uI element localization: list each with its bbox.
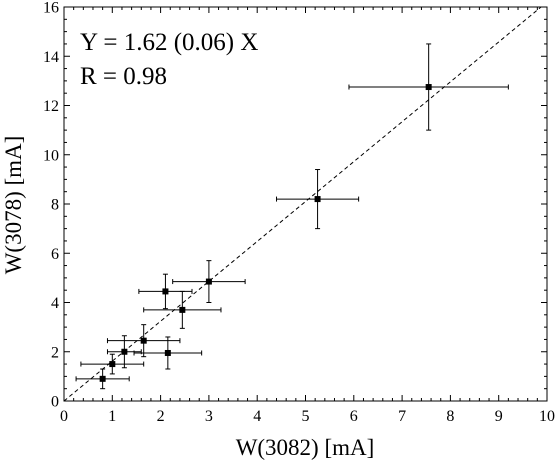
- x-tick-label: 0: [60, 408, 68, 425]
- data-point: [143, 290, 222, 329]
- x-tick-label: 4: [253, 408, 261, 425]
- x-tick-label: 7: [398, 408, 406, 425]
- y-tick-label: 14: [43, 49, 59, 66]
- point-marker: [205, 278, 212, 285]
- y-tick-label: 8: [51, 197, 59, 214]
- x-tick-label: 1: [108, 408, 116, 425]
- data-point: [348, 43, 509, 131]
- y-axis-title: W(3078) [mA]: [1, 136, 26, 275]
- data-point: [133, 336, 203, 370]
- correlation-annotation: R = 0.98: [80, 63, 167, 90]
- fit-line: [63, 6, 542, 402]
- point-marker: [164, 349, 171, 356]
- x-tick-label: 2: [157, 408, 165, 425]
- y-tick-label: 2: [51, 344, 59, 361]
- data-point: [172, 260, 246, 303]
- point-marker: [179, 306, 186, 313]
- y-tick-label: 6: [51, 246, 59, 263]
- y-tick-label: 12: [43, 98, 59, 115]
- x-tick-label: 6: [350, 408, 358, 425]
- point-marker: [314, 196, 321, 203]
- x-axis-title: W(3082) [mA]: [236, 435, 375, 460]
- y-tick-label: 4: [51, 295, 59, 312]
- fit-line-layer: [63, 6, 542, 402]
- x-tick-label: 5: [302, 408, 310, 425]
- fit-equation-annotation: Y = 1.62 (0.06) X: [80, 29, 258, 56]
- x-tick-label: 3: [205, 408, 213, 425]
- x-tick-label: 10: [539, 408, 555, 425]
- x-tick-label: 8: [446, 408, 454, 425]
- data-point: [106, 335, 142, 369]
- data-point: [80, 353, 145, 375]
- point-marker: [425, 84, 432, 91]
- y-tick-label: 10: [43, 147, 59, 164]
- y-tick-label: 0: [51, 394, 59, 411]
- point-marker: [162, 288, 169, 295]
- point-marker: [140, 337, 147, 344]
- plot-frame: [63, 6, 548, 402]
- y-tick-label: 16: [43, 0, 59, 17]
- data-points-layer: [75, 43, 509, 390]
- data-point: [276, 169, 360, 230]
- point-marker: [121, 348, 128, 355]
- x-tick-label: 9: [495, 408, 503, 425]
- point-marker: [109, 361, 116, 368]
- data-point: [75, 368, 130, 390]
- point-marker: [99, 375, 106, 382]
